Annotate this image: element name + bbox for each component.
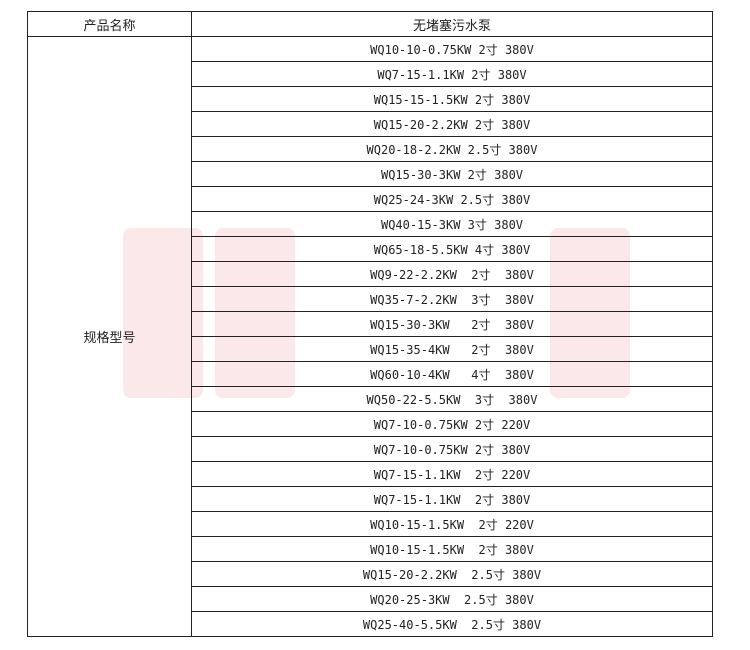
table-row: WQ15-30-3KW 2寸 380V: [28, 161, 713, 187]
table-row: WQ15-15-1.5KW 2寸 380V: [28, 86, 713, 112]
spec-cell: WQ15-30-3KW 2寸 380V: [191, 161, 713, 187]
spec-cell: WQ10-15-1.5KW 2寸 380V: [191, 536, 713, 562]
table-row: WQ40-15-3KW 3寸 380V: [28, 211, 713, 237]
spec-table: 产品名称 无堵塞污水泵 规格型号 WQ10-10-0.75KW 2寸 380V WQ…: [27, 11, 713, 637]
table-row: WQ15-20-2.2KW 2.5寸 380V: [28, 561, 713, 587]
spec-cell: WQ25-24-3KW 2.5寸 380V: [191, 186, 713, 212]
header-row: 产品名称 无堵塞污水泵: [27, 11, 713, 37]
table-row: WQ7-15-1.1KW 2寸 220V: [28, 461, 713, 487]
spec-cell: WQ15-20-2.2KW 2寸 380V: [191, 111, 713, 137]
spec-cell: WQ15-15-1.5KW 2寸 380V: [191, 86, 713, 112]
table-row: WQ9-22-2.2KW 2寸 380V: [28, 261, 713, 287]
table-row: WQ15-35-4KW 2寸 380V: [28, 336, 713, 362]
table-row: WQ50-22-5.5KW 3寸 380V: [28, 386, 713, 412]
spec-cell: WQ7-15-1.1KW 2寸 380V: [191, 486, 713, 512]
table-row: WQ35-7-2.2KW 3寸 380V: [28, 286, 713, 312]
spec-label: 规格型号: [27, 36, 192, 637]
spec-cell: WQ10-10-0.75KW 2寸 380V: [191, 36, 713, 62]
spec-cell: WQ60-10-4KW 4寸 380V: [191, 361, 713, 387]
spec-cell: WQ9-22-2.2KW 2寸 380V: [191, 261, 713, 287]
table-row: WQ20-25-3KW 2.5寸 380V: [28, 586, 713, 612]
header-product-name: 产品名称: [27, 11, 192, 37]
spec-cell: WQ50-22-5.5KW 3寸 380V: [191, 386, 713, 412]
table-row: WQ10-15-1.5KW 2寸 380V: [28, 536, 713, 562]
spec-cell: WQ15-35-4KW 2寸 380V: [191, 336, 713, 362]
spec-cell: WQ20-25-3KW 2.5寸 380V: [191, 586, 713, 612]
table-row: WQ25-24-3KW 2.5寸 380V: [28, 186, 713, 212]
spec-cell: WQ65-18-5.5KW 4寸 380V: [191, 236, 713, 262]
spec-cell: WQ40-15-3KW 3寸 380V: [191, 211, 713, 237]
spec-cell: WQ7-15-1.1KW 2寸 380V: [191, 61, 713, 87]
table-row: 规格型号 WQ10-10-0.75KW 2寸 380V: [27, 36, 713, 637]
table-row: WQ65-18-5.5KW 4寸 380V: [28, 236, 713, 262]
spec-cell: WQ15-30-3KW 2寸 380V: [191, 311, 713, 337]
table-row: WQ25-40-5.5KW 2.5寸 380V: [28, 611, 713, 637]
table-row: WQ7-10-0.75KW 2寸 380V: [28, 436, 713, 462]
spec-cell: WQ35-7-2.2KW 3寸 380V: [191, 286, 713, 312]
spec-cell: WQ15-20-2.2KW 2.5寸 380V: [191, 561, 713, 587]
table-row: WQ15-20-2.2KW 2寸 380V: [28, 111, 713, 137]
spec-cell: WQ20-18-2.2KW 2.5寸 380V: [191, 136, 713, 162]
spec-cell: WQ10-15-1.5KW 2寸 220V: [191, 511, 713, 537]
spec-cell: WQ7-10-0.75KW 2寸 220V: [191, 411, 713, 437]
spec-cell: WQ7-15-1.1KW 2寸 220V: [191, 461, 713, 487]
spec-cell: WQ25-40-5.5KW 2.5寸 380V: [191, 611, 713, 637]
header-product-type: 无堵塞污水泵: [191, 11, 713, 37]
table-row: WQ60-10-4KW 4寸 380V: [28, 361, 713, 387]
spec-cell: WQ7-10-0.75KW 2寸 380V: [191, 436, 713, 462]
